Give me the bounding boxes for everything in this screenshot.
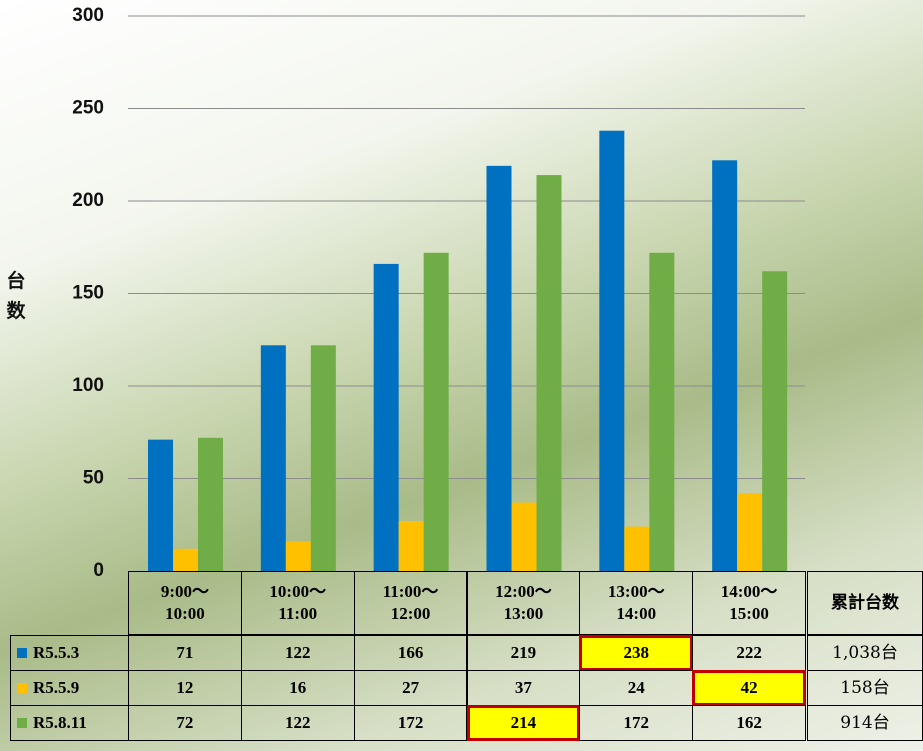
value-cell: 72 [128, 705, 242, 741]
legend-label: R5.5.3 [33, 642, 80, 662]
y-tick-label: 0 [93, 560, 104, 581]
value-cell: 24 [579, 670, 694, 706]
value-cell: 222 [692, 635, 806, 671]
value-cell: 172 [353, 705, 468, 741]
category-cell: 9:00～ 10:00 [128, 571, 242, 635]
y-label-1: 台数 [6, 269, 26, 322]
y-tick-label: 100 [72, 375, 104, 396]
value-cell: 27 [353, 670, 468, 706]
bar [599, 130, 625, 571]
category-cell: 11:00～ 12:00 [353, 571, 468, 635]
value-cell: 16 [240, 670, 355, 706]
y-tick-label: 150 [72, 283, 104, 304]
total-cell: 914台 [807, 705, 923, 741]
value-cell: 219 [466, 635, 581, 671]
bar [624, 526, 650, 571]
value-cell: 37 [466, 670, 581, 706]
bar [310, 345, 336, 571]
legend-label: R5.8.11 [33, 712, 87, 732]
bar [148, 439, 173, 571]
value-cell: 166 [353, 635, 468, 671]
category-cell: 10:00～ 11:00 [240, 571, 355, 635]
legend-swatch [17, 683, 27, 693]
value-cell: 122 [240, 635, 355, 671]
legend-cell: R5.8.11 [10, 705, 129, 741]
total-cell: 158台 [807, 670, 923, 706]
y-tick-label: 50 [83, 468, 104, 489]
bar [737, 493, 763, 571]
y-tick-label: 300 [72, 5, 104, 26]
category-cell: 13:00～ 14:00 [579, 571, 694, 635]
bar [285, 541, 311, 571]
bar [198, 437, 223, 571]
bar [373, 263, 399, 571]
value-cell: 42 [692, 670, 806, 706]
y-tick-label: 200 [72, 190, 104, 211]
bar [398, 521, 424, 571]
bar [762, 271, 788, 571]
value-cell: 122 [240, 705, 355, 741]
value-cell: 238 [579, 635, 694, 671]
bar [173, 548, 198, 571]
legend-swatch [17, 718, 27, 728]
bar [511, 502, 537, 571]
value-cell: 172 [579, 705, 694, 741]
bar [260, 345, 286, 571]
y-tick-label: 250 [72, 98, 104, 119]
value-cell: 71 [128, 635, 242, 671]
value-cell: 12 [128, 670, 242, 706]
category-cell: 14:00～ 15:00 [692, 571, 806, 635]
total-cell: 1,038台 [807, 635, 923, 671]
legend-swatch [17, 648, 27, 658]
value-cell: 214 [466, 705, 581, 741]
bar [712, 160, 738, 572]
total-header: 累計台数 [807, 571, 923, 635]
legend-cell: R5.5.3 [10, 635, 129, 671]
bar [486, 165, 512, 571]
value-cell: 162 [692, 705, 806, 741]
legend-cell: R5.5.9 [10, 670, 129, 706]
legend-label: R5.5.9 [33, 677, 80, 697]
bar [423, 252, 449, 572]
category-cell: 12:00～ 13:00 [466, 571, 581, 635]
bar [649, 252, 675, 572]
bar [536, 175, 562, 571]
